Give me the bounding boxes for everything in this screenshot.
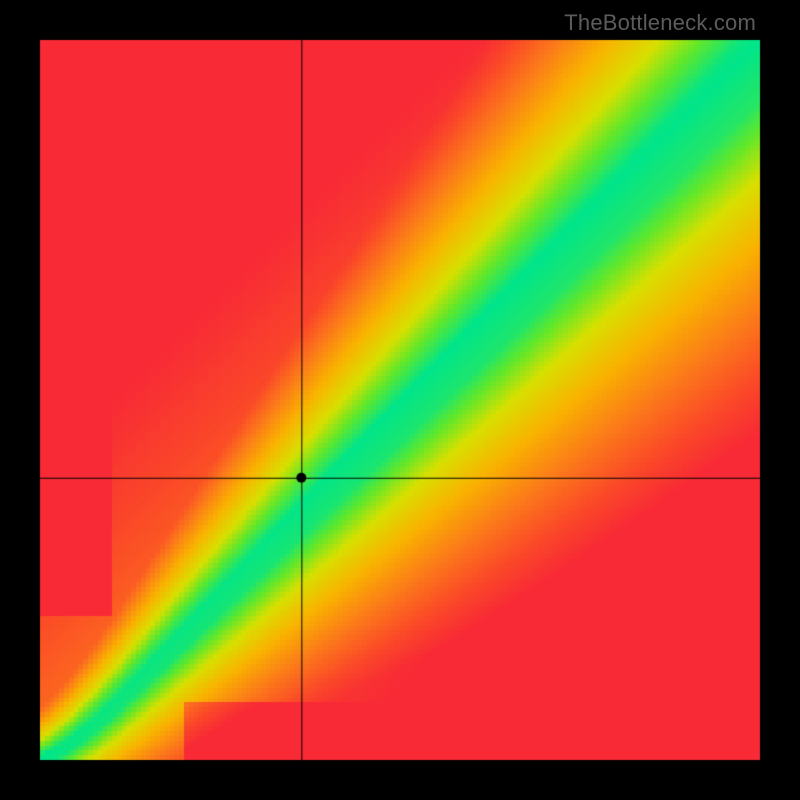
watermark-text: TheBottleneck.com [564, 10, 756, 36]
bottleneck-heatmap [0, 0, 800, 800]
chart-container: { "canvas": { "width": 800, "height": 80… [0, 0, 800, 800]
